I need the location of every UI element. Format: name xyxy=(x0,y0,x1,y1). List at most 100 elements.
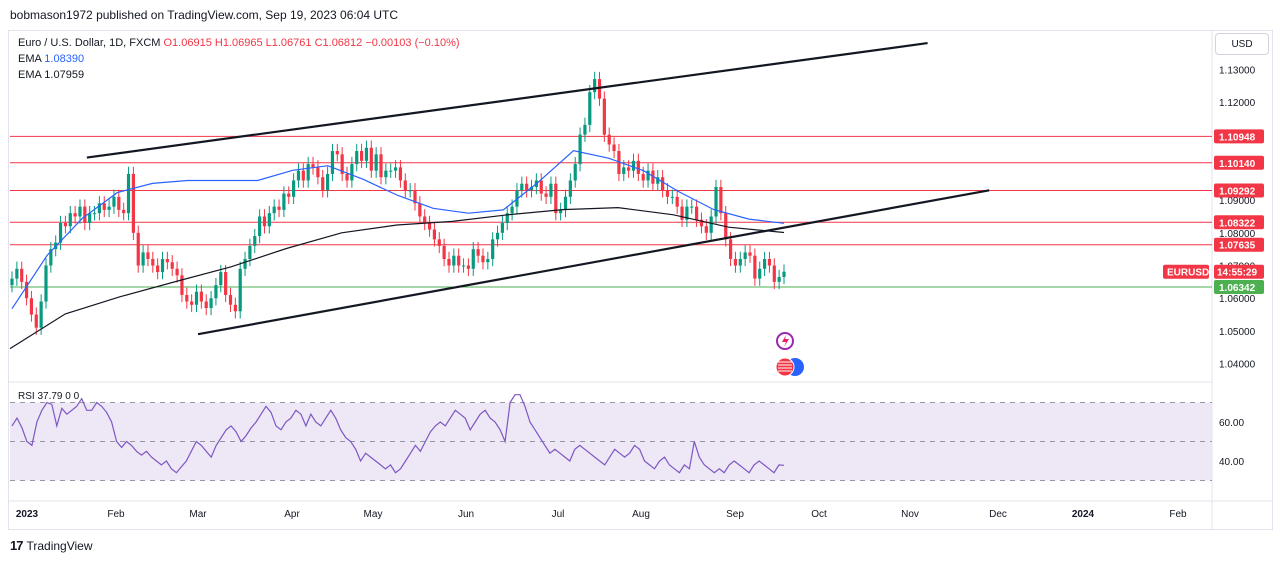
candle-body xyxy=(690,206,694,208)
candle-body xyxy=(175,268,179,276)
candle-body xyxy=(471,249,475,269)
candle-body xyxy=(262,216,267,227)
level-badge xyxy=(1214,215,1264,230)
time-tick-label: Aug xyxy=(632,509,650,520)
candle-body xyxy=(282,193,286,210)
candle-body xyxy=(457,255,461,266)
candle-body xyxy=(117,196,121,210)
candle-body xyxy=(695,206,699,220)
candle-body xyxy=(39,301,43,328)
candle-body xyxy=(593,79,597,93)
candle-body xyxy=(272,206,276,214)
symbol-badge xyxy=(1163,264,1209,279)
candle-body xyxy=(311,164,315,168)
level-badge xyxy=(1214,280,1264,295)
symbol-row: Euro / U.S. Dollar, 1D, FXCM O1.06915 H1… xyxy=(18,35,460,51)
candle-body xyxy=(714,187,718,217)
candle-body xyxy=(403,180,407,191)
candle-body xyxy=(709,216,713,233)
chart-frame xyxy=(8,30,1273,530)
candle-body xyxy=(520,183,524,191)
candle-body xyxy=(476,249,480,256)
candle-body xyxy=(112,196,116,207)
candle-body xyxy=(355,151,359,165)
candle-body xyxy=(699,219,704,227)
candle-body xyxy=(340,154,344,174)
level-badge-label: 1.10948 xyxy=(1219,132,1256,143)
candle-body xyxy=(233,304,237,312)
time-tick-label: Nov xyxy=(901,509,919,520)
candle-body xyxy=(423,216,427,223)
candle-body xyxy=(190,301,194,305)
time-tick-label: Oct xyxy=(811,509,827,520)
candle-body xyxy=(301,170,305,181)
price-tick-label: 1.12000 xyxy=(1219,98,1256,109)
candle-body xyxy=(24,281,29,299)
publish-header: bobmason1972 published on TradingView.co… xyxy=(10,8,399,22)
candle-body xyxy=(432,229,437,240)
candle-body xyxy=(306,164,310,181)
candle-body xyxy=(345,173,349,181)
trendline xyxy=(197,189,990,336)
candle-body xyxy=(267,213,271,227)
candle-body xyxy=(78,206,82,217)
rsi-tick-label: 60.00 xyxy=(1219,418,1244,429)
candle-body xyxy=(292,180,296,197)
ema-fast-line xyxy=(11,150,785,310)
candle-body xyxy=(58,222,63,243)
candle-body xyxy=(719,187,723,214)
candle-body xyxy=(767,258,772,266)
candle-body xyxy=(136,232,140,266)
candle-body xyxy=(447,258,451,266)
candle-body xyxy=(97,203,101,214)
candle-body xyxy=(675,196,679,207)
candle-body xyxy=(631,160,636,171)
currency-selector[interactable]: USD xyxy=(1215,33,1269,55)
candle-body xyxy=(238,268,242,312)
symbol-title[interactable]: Euro / U.S. Dollar, 1D, FXCM xyxy=(18,37,161,49)
candle-body xyxy=(661,177,665,191)
candle-body xyxy=(461,265,466,267)
candle-body xyxy=(622,167,626,174)
candle-body xyxy=(777,276,781,282)
candle-body xyxy=(165,258,169,263)
candle-body xyxy=(466,265,471,269)
candle-body xyxy=(762,258,767,269)
candle-body xyxy=(141,252,145,266)
ema-fast-label: EMA xyxy=(18,53,42,65)
candle-body xyxy=(748,252,752,256)
candle-body xyxy=(602,98,606,135)
candle-body xyxy=(656,177,660,184)
candle-body xyxy=(563,196,568,210)
candle-body xyxy=(384,170,388,178)
time-tick-label: Dec xyxy=(989,509,1007,520)
candle-body xyxy=(772,265,776,282)
time-tick-label: Mar xyxy=(189,509,207,520)
candle-body xyxy=(495,232,500,240)
candle-body xyxy=(554,183,558,214)
candle-body xyxy=(228,294,233,305)
time-tick-label: Feb xyxy=(107,509,125,520)
candle-body xyxy=(29,298,34,315)
time-tick-label: Sep xyxy=(726,509,744,520)
trendline xyxy=(86,41,928,159)
candle-body xyxy=(15,268,19,279)
candle-body xyxy=(612,144,616,152)
candle-body xyxy=(63,222,68,227)
candle-body xyxy=(685,206,689,220)
candle-body xyxy=(160,258,165,273)
candle-body xyxy=(146,252,150,259)
candle-body xyxy=(568,180,572,197)
candle-body xyxy=(393,167,398,171)
candle-body xyxy=(122,209,126,214)
level-badge xyxy=(1214,237,1264,252)
candle-body xyxy=(151,258,155,266)
level-badge-label: 1.09292 xyxy=(1219,187,1256,198)
ema-slow-row[interactable]: EMA 1.07959 xyxy=(18,67,460,83)
ema-fast-row[interactable]: EMA 1.08390 xyxy=(18,51,460,67)
candle-body xyxy=(704,226,708,233)
price-tick-label: 1.06000 xyxy=(1219,294,1256,305)
candle-body xyxy=(170,262,174,269)
ema-fast-value: 1.08390 xyxy=(44,53,85,65)
